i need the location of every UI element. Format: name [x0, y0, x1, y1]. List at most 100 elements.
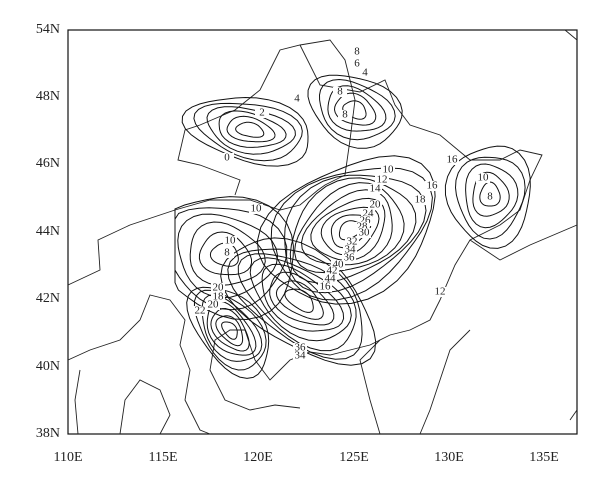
contour-line [444, 145, 531, 249]
contour-label: 22 [195, 305, 206, 317]
label-bg [249, 204, 263, 214]
contour-label: 32 [347, 236, 358, 248]
y-tick-label: 54N [36, 22, 60, 37]
contour-line [261, 263, 345, 332]
contour-line [181, 96, 309, 167]
label-bg [381, 165, 395, 175]
border-line [67, 294, 211, 435]
contour-label: 0 [224, 152, 230, 164]
x-tick-label: 125E [339, 450, 369, 465]
contour-label: 10 [225, 235, 237, 247]
label-bg [342, 253, 356, 263]
contour-label: 10 [383, 164, 395, 176]
contour-label: 16 [320, 281, 332, 293]
label-bg [345, 237, 359, 247]
x-tick-label: 120E [243, 450, 273, 465]
contour-line [218, 110, 287, 148]
label-bg [211, 283, 225, 293]
label-bg [368, 200, 382, 210]
contour-label: 20 [213, 282, 225, 294]
contour-label: 20 [370, 199, 382, 211]
contour-label: 36 [344, 252, 356, 264]
contour-line [270, 167, 433, 301]
contour-line [289, 177, 417, 284]
label-bg [331, 260, 345, 270]
label-bg [476, 173, 490, 183]
contour-line [293, 182, 405, 274]
label-bg [318, 282, 332, 292]
contour-line [307, 74, 403, 149]
label-bg [333, 87, 347, 97]
contour-label: 10 [251, 203, 263, 215]
contour-label: 44 [325, 273, 337, 285]
contour-label: 18 [415, 194, 427, 206]
contour-label: 12 [377, 174, 388, 186]
label-bg [193, 306, 207, 316]
contour-line [237, 253, 357, 352]
label-bg [350, 47, 364, 57]
y-tick-label: 38N [36, 426, 60, 441]
contour-label: 16 [427, 180, 439, 192]
contour-line [226, 115, 276, 143]
label-bg [220, 153, 234, 163]
label-bg [220, 248, 234, 258]
contour-label: 4 [362, 67, 368, 79]
contour-line [201, 294, 263, 362]
contour-line [206, 106, 296, 155]
contours [174, 74, 531, 379]
contour-line [333, 92, 377, 126]
contour-line [300, 189, 393, 266]
contour-label: 10 [478, 172, 490, 184]
contour-line [320, 206, 380, 256]
border-line [74, 369, 171, 435]
contour-line [198, 231, 252, 276]
border-line [299, 44, 543, 356]
label-bg [425, 181, 439, 191]
contour-line [215, 315, 244, 347]
label-bg [325, 266, 339, 276]
contour-label: 8 [337, 86, 343, 98]
contour-label: 18 [213, 291, 225, 303]
contour-label: 8 [224, 247, 230, 259]
contour-line [193, 289, 267, 371]
y-tick-label: 40N [36, 359, 60, 374]
contour-line [327, 85, 387, 132]
y-tick-label: 48N [36, 89, 60, 104]
contour-label: 8 [487, 191, 493, 203]
label-bg [211, 292, 225, 302]
contour-label: 42 [327, 265, 338, 277]
contour-label: 8 [342, 109, 348, 121]
contour-line [454, 156, 526, 240]
coastline [209, 329, 311, 411]
label-bg [433, 287, 447, 297]
contour-label: 24 [363, 208, 375, 220]
contour-label: 14 [370, 183, 382, 195]
label-bg [323, 274, 337, 284]
contour-line [221, 321, 238, 340]
contour-line [186, 286, 270, 379]
label-bg [293, 351, 307, 361]
contour-line [174, 196, 294, 321]
border-line [469, 224, 578, 261]
label-bg [338, 110, 352, 120]
contour-line [342, 100, 367, 120]
border-line [359, 29, 578, 435]
contour-label: 40 [333, 259, 345, 271]
contour-label: 12 [435, 286, 446, 298]
label-bg [358, 216, 372, 226]
contour-line [189, 221, 266, 286]
contour-line [479, 181, 501, 207]
contour-label: 28 [357, 221, 369, 233]
contour-label: 30 [359, 227, 371, 239]
x-tick-label: 110E [53, 450, 82, 465]
label-bg [293, 343, 307, 353]
label-bg [350, 59, 364, 69]
contour-line [235, 121, 265, 138]
contour-line [472, 171, 510, 217]
contour-line [256, 155, 436, 305]
contour-line [269, 271, 335, 326]
contour-line [249, 257, 352, 342]
label-bg [355, 222, 369, 232]
contour-label: 34 [345, 244, 357, 256]
